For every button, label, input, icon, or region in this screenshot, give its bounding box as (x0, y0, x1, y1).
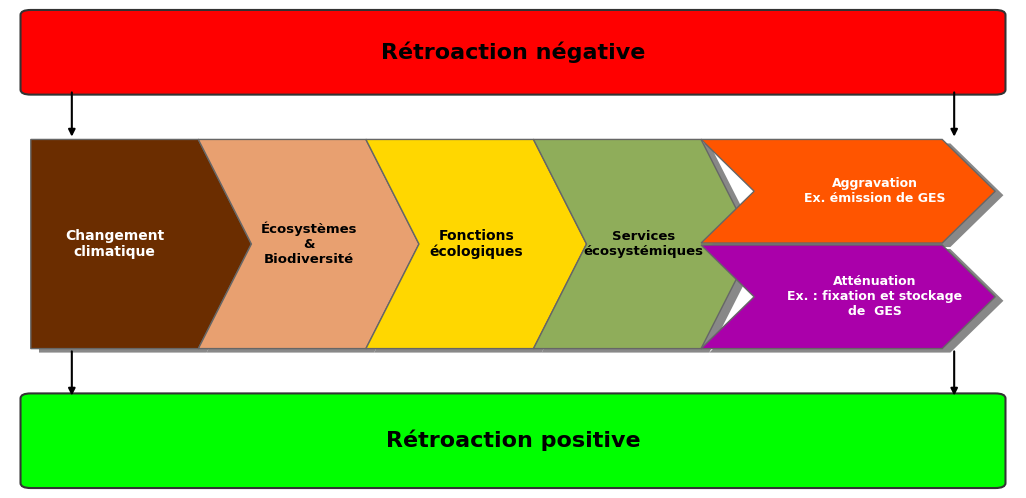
FancyBboxPatch shape (21, 393, 1005, 488)
Polygon shape (534, 139, 754, 349)
FancyBboxPatch shape (21, 10, 1005, 95)
Text: Aggravation
Ex. émission de GES: Aggravation Ex. émission de GES (804, 177, 945, 205)
Polygon shape (31, 139, 251, 349)
Text: Changement
climatique: Changement climatique (65, 229, 164, 259)
Polygon shape (701, 139, 995, 243)
Text: Atténuation
Ex. : fixation et stockage
de  GES: Atténuation Ex. : fixation et stockage d… (787, 275, 962, 318)
Text: Services
écosystémiques: Services écosystémiques (584, 230, 704, 258)
Polygon shape (709, 249, 1003, 353)
Text: Écosystèmes
&
Biodiversité: Écosystèmes & Biodiversité (261, 222, 357, 266)
Text: Rétroaction négative: Rétroaction négative (381, 41, 645, 63)
Text: Fonctions
écologiques: Fonctions écologiques (430, 229, 523, 259)
Polygon shape (709, 143, 1003, 247)
Polygon shape (542, 143, 762, 353)
Polygon shape (198, 139, 419, 349)
Polygon shape (206, 143, 427, 353)
Text: Rétroaction positive: Rétroaction positive (386, 430, 640, 452)
Polygon shape (39, 143, 260, 353)
Polygon shape (366, 139, 587, 349)
Polygon shape (701, 245, 995, 349)
Polygon shape (374, 143, 595, 353)
